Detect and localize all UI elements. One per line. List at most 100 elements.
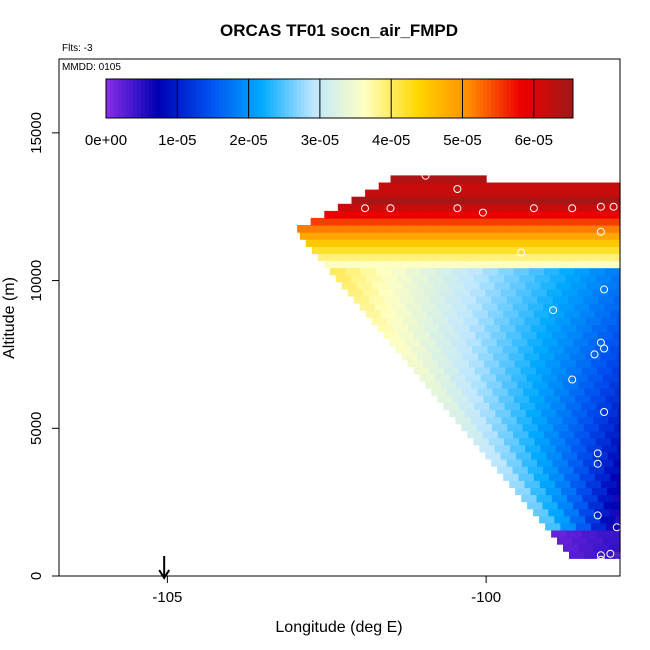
heatmap-cell — [578, 381, 595, 389]
heatmap-cell — [585, 515, 601, 524]
heatmap-cell — [369, 260, 386, 269]
heatmap-cell — [526, 373, 543, 382]
heatmap-cell — [490, 331, 507, 340]
heatmap-cell — [516, 288, 532, 297]
heatmap-cell — [594, 189, 611, 198]
heatmap-cell — [416, 352, 433, 361]
heatmap-cell — [372, 281, 389, 290]
heatmap-cell — [607, 487, 621, 496]
heatmap-cell — [562, 253, 579, 262]
colorbar-swatch — [436, 79, 442, 118]
heatmap-cell — [380, 189, 397, 198]
heatmap-cell — [569, 352, 586, 361]
heatmap-cell — [510, 281, 526, 290]
heatmap-cell — [492, 260, 508, 269]
heatmap-cell — [420, 303, 437, 311]
heatmap-cell — [390, 303, 407, 311]
heatmap-cell — [531, 416, 548, 425]
heatmap-cell — [454, 324, 470, 332]
heatmap-cell — [596, 196, 613, 205]
heatmap-cell — [586, 217, 602, 226]
colorbar-swatch — [164, 79, 169, 118]
heatmap-cell — [383, 203, 400, 212]
heatmap-cell — [431, 388, 448, 396]
heatmap-cell — [607, 451, 621, 460]
heatmap-cell — [448, 281, 465, 290]
heatmap-cell — [458, 196, 475, 205]
heatmap-cell — [462, 352, 479, 361]
heatmap-cell — [567, 459, 584, 467]
heatmap-cell — [579, 310, 596, 318]
heatmap-cell — [326, 217, 342, 226]
heatmap-cell — [403, 246, 420, 254]
heatmap-cell — [587, 246, 604, 254]
heatmap-cell — [436, 267, 453, 276]
heatmap-cell — [424, 182, 441, 191]
heatmap-cell — [371, 317, 388, 325]
heatmap-cell — [421, 175, 437, 184]
heatmap-cell — [515, 487, 532, 496]
heatmap-cell — [478, 317, 495, 325]
heatmap-cell — [518, 310, 535, 318]
location-arrow-icon — [158, 556, 171, 580]
arrow-head — [158, 569, 171, 580]
heatmap-cell — [491, 295, 508, 304]
heatmap-cell — [589, 430, 606, 439]
heatmap-cell — [528, 430, 545, 439]
colorbar-swatch — [133, 79, 138, 118]
heatmap-cell — [446, 210, 463, 219]
heatmap-cell — [461, 260, 478, 269]
colorbar-swatch — [467, 79, 473, 118]
heatmap-cell — [496, 373, 512, 382]
heatmap-cell — [538, 210, 555, 219]
colorbar-swatch — [382, 79, 387, 118]
heatmap-cell — [552, 459, 569, 467]
colorbar-swatch — [106, 79, 111, 118]
heatmap-cell — [536, 331, 553, 340]
heatmap-cell — [490, 203, 507, 212]
heatmap-cell — [351, 274, 367, 283]
heatmap-cell — [367, 239, 383, 247]
heatmap-cell — [563, 381, 580, 389]
heatmap-cell — [400, 210, 417, 219]
heatmap-cell — [566, 529, 583, 538]
heatmap-cell — [506, 459, 523, 467]
observation-point — [596, 227, 605, 236]
heatmap-cell — [297, 225, 313, 233]
heatmap-cell — [510, 409, 527, 418]
colorbar-tick-label: 6e-05 — [515, 132, 553, 149]
heatmap-cell — [419, 225, 436, 233]
heatmap-cell — [573, 501, 589, 510]
heatmap-cell — [605, 267, 621, 276]
colorbar-swatch — [393, 79, 399, 118]
colorbar-swatch — [366, 79, 372, 118]
colorbar-tick-label: 1e-05 — [158, 132, 196, 149]
heatmap-cell — [485, 182, 502, 191]
heatmap-cell — [514, 359, 531, 368]
colorbar-swatch — [358, 79, 364, 118]
colorbar-swatch — [144, 79, 150, 118]
heatmap-cell — [430, 295, 447, 304]
heatmap-cell — [596, 402, 613, 410]
heatmap-cell — [514, 232, 530, 240]
heatmap-cell — [600, 515, 617, 524]
heatmap-cell — [540, 217, 557, 226]
heatmap-cell — [588, 338, 605, 347]
heatmap-cell — [534, 437, 551, 446]
colorbar-swatch — [339, 79, 344, 118]
colorbar-swatch — [288, 79, 294, 118]
colorbar-swatch — [253, 79, 259, 118]
heatmap-cell — [571, 246, 588, 254]
colorbar-swatch — [214, 79, 220, 118]
observation-point — [361, 204, 369, 213]
colorbar-swatch — [553, 79, 558, 118]
colorbar-swatch — [397, 79, 403, 118]
heatmap-cell — [562, 416, 579, 425]
heatmap-cell — [602, 409, 619, 418]
colorbar-tick-label: 5e-05 — [443, 132, 481, 149]
heatmap-cell — [434, 246, 451, 254]
observation-points — [361, 167, 628, 564]
heatmap-cell — [412, 196, 429, 205]
heatmap-cell — [615, 352, 621, 361]
x-axis: -105 -100 — [152, 576, 501, 606]
